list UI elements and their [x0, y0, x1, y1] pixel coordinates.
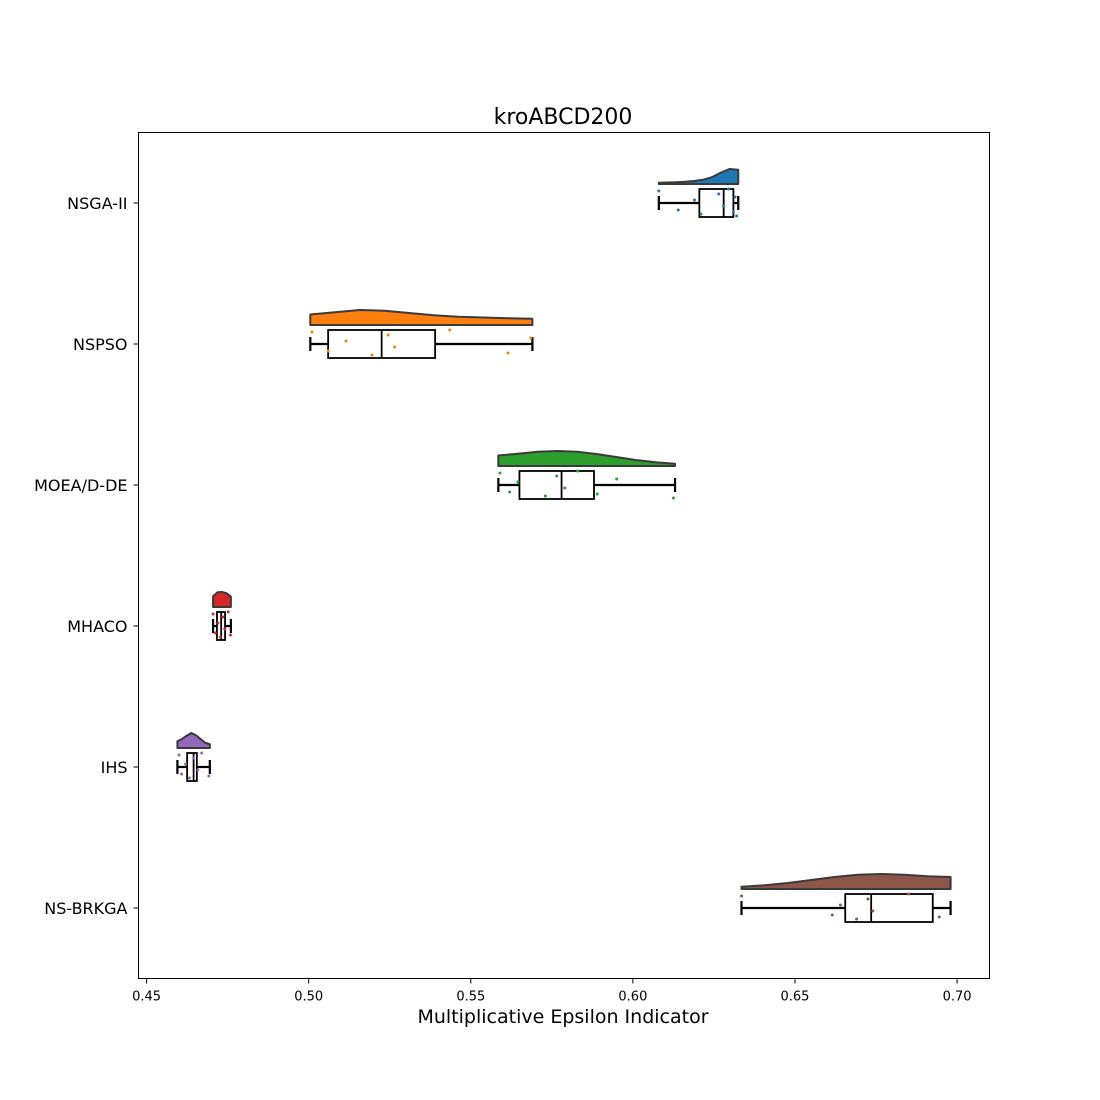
data-point [180, 772, 184, 776]
data-point [727, 187, 731, 191]
data-point [529, 336, 533, 340]
data-point [722, 204, 726, 208]
data-point [699, 212, 703, 216]
data-point [516, 480, 520, 484]
data-point [506, 351, 510, 355]
series-nsga-ii [657, 168, 740, 218]
data-point [563, 486, 567, 490]
data-point [657, 189, 661, 193]
data-point [733, 195, 737, 199]
x-tick-label: 0.65 [781, 990, 810, 1005]
data-point [830, 913, 834, 917]
data-point [448, 328, 452, 332]
y-tick-label: IHS [101, 758, 128, 777]
data-point [192, 756, 196, 760]
data-point [671, 496, 675, 500]
data-point [739, 894, 743, 898]
data-point [344, 339, 348, 343]
data-point [196, 768, 200, 772]
data-point [937, 915, 941, 919]
data-point [692, 198, 696, 202]
data-point [184, 762, 188, 766]
box-iqr [698, 188, 735, 218]
x-axis-title: Multiplicative Epsilon Indicator [417, 1006, 708, 1028]
data-point [219, 635, 223, 639]
data-point [216, 621, 220, 625]
y-tick-label: MHACO [67, 617, 127, 636]
data-point [223, 627, 227, 631]
data-point [177, 753, 181, 757]
data-point [211, 612, 215, 616]
x-tick-label: 0.60 [618, 990, 647, 1005]
y-tick-label: MOEA/D-DE [34, 476, 127, 495]
data-point [187, 776, 191, 780]
data-point [229, 633, 233, 637]
data-point [213, 631, 217, 635]
x-tick-label: 0.50 [294, 990, 323, 1005]
chart-title: kroABCD200 [494, 105, 633, 130]
data-point [326, 349, 330, 353]
data-point [207, 774, 211, 778]
data-point [866, 897, 870, 901]
data-point [555, 474, 559, 478]
data-point [615, 477, 619, 481]
data-point [576, 469, 580, 473]
data-point [221, 615, 225, 619]
data-point [393, 345, 397, 349]
x-tick-label: 0.45 [132, 990, 161, 1005]
data-point [200, 751, 204, 755]
data-point [906, 892, 910, 896]
data-point [676, 208, 680, 212]
y-tick-label: NSGA-II [67, 194, 127, 213]
data-point [386, 333, 390, 337]
series-nspso [309, 309, 534, 359]
box-iqr [186, 752, 198, 782]
data-point [731, 210, 735, 214]
data-point [595, 492, 599, 496]
data-point [310, 330, 314, 334]
series-ns-brkga [739, 873, 952, 923]
density-cloud [212, 591, 232, 608]
density-cloud [309, 309, 534, 326]
data-point [735, 214, 739, 218]
data-point [838, 903, 842, 907]
data-point [370, 353, 374, 357]
y-tick-label: NSPSO [73, 335, 128, 354]
series-ihs [176, 732, 211, 782]
x-tick-label: 0.55 [456, 990, 485, 1005]
series-moea-d-de [497, 450, 677, 500]
box-iqr [844, 893, 934, 923]
data-point [543, 494, 547, 498]
data-point [855, 917, 859, 921]
density-cloud [497, 450, 677, 467]
density-cloud [740, 873, 952, 890]
series-mhaco [211, 591, 233, 641]
data-point [871, 909, 875, 913]
x-tick-label: 0.70 [943, 990, 972, 1005]
data-point [226, 610, 230, 614]
y-tick-label: NS-BRKGA [44, 899, 127, 918]
density-cloud [657, 168, 740, 185]
density-cloud [176, 732, 211, 749]
data-point [508, 490, 512, 494]
data-point [498, 471, 502, 475]
data-point [717, 192, 721, 196]
plot-frame [138, 132, 990, 979]
